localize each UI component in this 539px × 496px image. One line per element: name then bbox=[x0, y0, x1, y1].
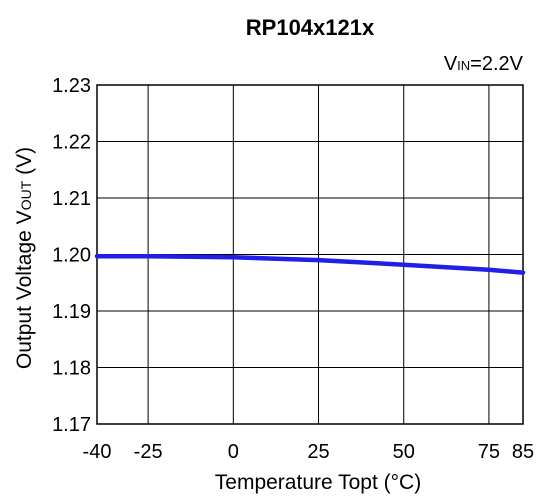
condition-label: VIN=2.2V bbox=[444, 53, 524, 75]
x-tick-label: 50 bbox=[393, 441, 415, 463]
x-tick-label: -40 bbox=[83, 441, 112, 463]
y-axis-label: Output Voltage VOUT (V) bbox=[13, 147, 36, 369]
x-tick-label: 75 bbox=[478, 441, 500, 463]
grid bbox=[97, 85, 523, 424]
y-tick-label: 1.23 bbox=[52, 75, 91, 97]
series-line bbox=[94, 253, 526, 275]
x-tick-label: 25 bbox=[307, 441, 329, 463]
x-tick-label: 85 bbox=[512, 441, 534, 463]
y-tick-label: 1.17 bbox=[52, 414, 91, 436]
y-tick-label: 1.19 bbox=[52, 301, 91, 323]
x-axis: -40 -25 0 25 50 75 85 bbox=[83, 441, 535, 463]
x-tick-label: -25 bbox=[134, 441, 163, 463]
y-tick-label: 1.22 bbox=[52, 132, 91, 154]
y-tick-label: 1.20 bbox=[52, 245, 91, 267]
y-tick-label: 1.21 bbox=[52, 188, 91, 210]
y-tick-label: 1.18 bbox=[52, 358, 91, 380]
y-axis: 1.17 1.18 1.19 1.20 1.21 1.22 1.23 bbox=[52, 75, 91, 436]
chart-title: RP104x121x bbox=[246, 15, 375, 40]
series-layer bbox=[94, 253, 526, 275]
x-axis-label: Temperature Topt (°C) bbox=[215, 471, 421, 494]
x-tick-label: 0 bbox=[228, 441, 239, 463]
